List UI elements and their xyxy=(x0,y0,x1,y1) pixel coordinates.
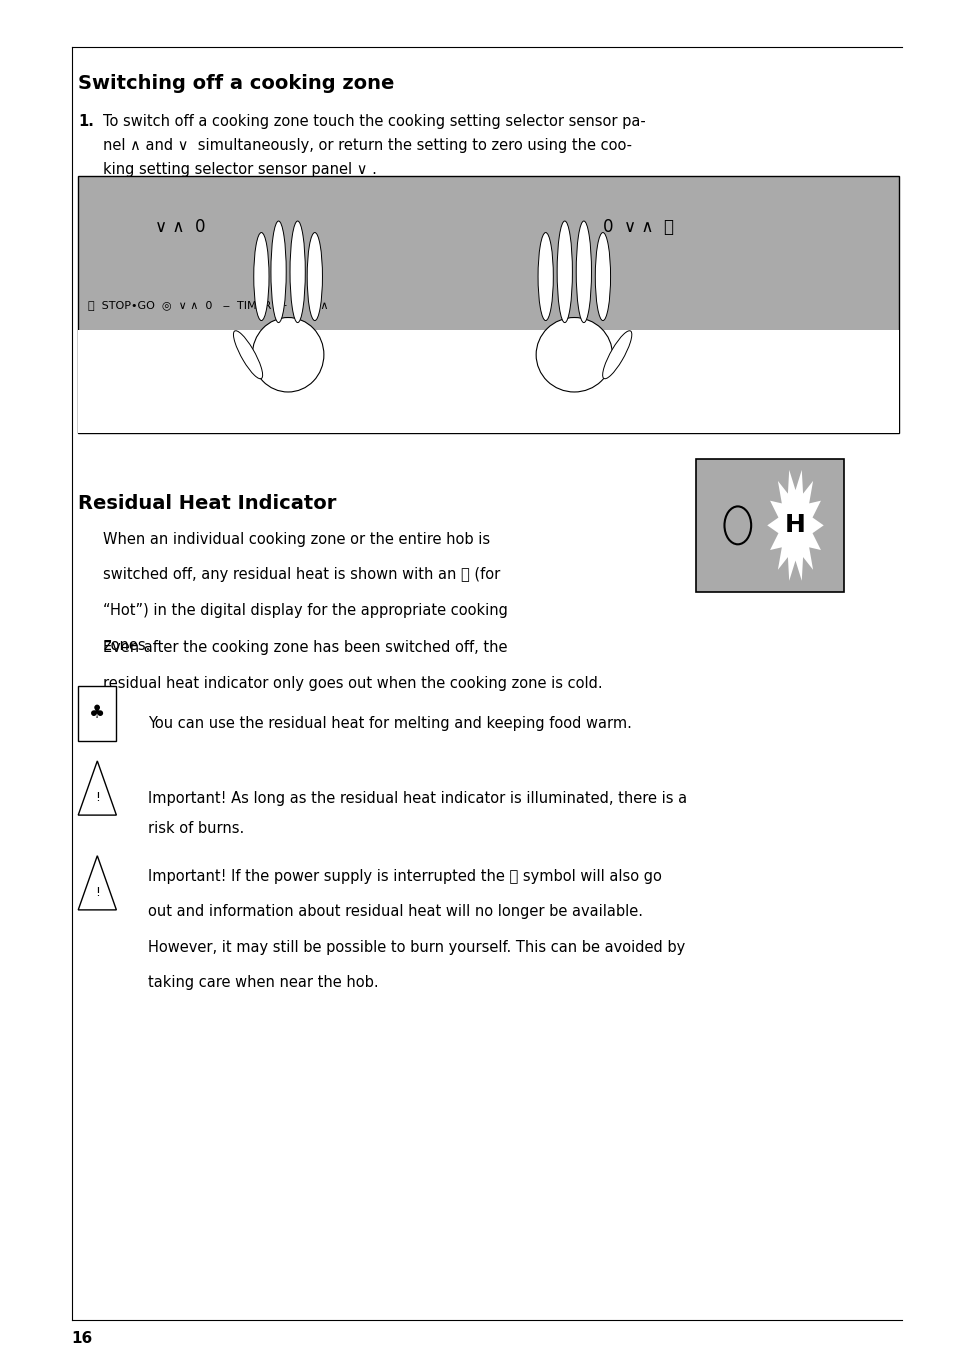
Text: ♣: ♣ xyxy=(90,704,105,723)
Text: Important! If the power supply is interrupted the Ⓗ symbol will also go: Important! If the power supply is interr… xyxy=(148,869,661,884)
Text: king setting selector sensor panel ∨ .: king setting selector sensor panel ∨ . xyxy=(103,162,376,177)
Text: You can use the residual heat for melting and keeping food warm.: You can use the residual heat for meltin… xyxy=(148,715,631,731)
Text: nel ∧ and ∨  simultaneously, or return the setting to zero using the coo-: nel ∧ and ∨ simultaneously, or return th… xyxy=(103,138,632,153)
Bar xyxy=(696,459,843,592)
Bar xyxy=(78,176,898,433)
Ellipse shape xyxy=(253,233,269,321)
Polygon shape xyxy=(78,761,116,815)
Text: “Hot”) in the digital display for the appropriate cooking: “Hot”) in the digital display for the ap… xyxy=(103,603,507,617)
Text: 1.: 1. xyxy=(78,114,94,129)
Ellipse shape xyxy=(557,221,572,322)
Polygon shape xyxy=(78,856,116,910)
Text: When an individual cooking zone or the entire hob is: When an individual cooking zone or the e… xyxy=(103,532,490,547)
Text: 16: 16 xyxy=(71,1331,92,1346)
Text: risk of burns.: risk of burns. xyxy=(148,821,244,835)
Text: !: ! xyxy=(94,791,100,804)
Polygon shape xyxy=(766,470,822,581)
Text: switched off, any residual heat is shown with an Ⓗ (for: switched off, any residual heat is shown… xyxy=(103,567,499,582)
Bar xyxy=(78,330,898,433)
Bar xyxy=(78,686,116,741)
Text: Switching off a cooking zone: Switching off a cooking zone xyxy=(78,74,395,93)
Text: 0  ∨ ∧  Ⓞ: 0 ∨ ∧ Ⓞ xyxy=(602,218,673,237)
Ellipse shape xyxy=(233,330,262,379)
Ellipse shape xyxy=(271,221,286,322)
Text: taking care when near the hob.: taking care when near the hob. xyxy=(148,975,378,990)
Ellipse shape xyxy=(602,330,631,379)
Text: Residual Heat Indicator: Residual Heat Indicator xyxy=(78,494,336,513)
Text: Important! As long as the residual heat indicator is illuminated, there is a: Important! As long as the residual heat … xyxy=(148,791,686,806)
Text: ⓘ  STOP•GO  ◎  ∨ ∧  0   ‒  TIMER  +  0  ∨ ∧: ⓘ STOP•GO ◎ ∨ ∧ 0 ‒ TIMER + 0 ∨ ∧ xyxy=(88,299,328,310)
Ellipse shape xyxy=(537,233,553,321)
Ellipse shape xyxy=(595,233,610,321)
Text: zones.: zones. xyxy=(103,638,151,653)
Ellipse shape xyxy=(307,233,322,321)
Ellipse shape xyxy=(290,221,305,322)
Text: out and information about residual heat will no longer be available.: out and information about residual heat … xyxy=(148,904,642,919)
Text: H: H xyxy=(784,513,805,538)
Text: ∨ ∧  0: ∨ ∧ 0 xyxy=(154,218,205,237)
Text: To switch off a cooking zone touch the cooking setting selector sensor pa-: To switch off a cooking zone touch the c… xyxy=(103,114,645,129)
Text: !: ! xyxy=(94,886,100,899)
Ellipse shape xyxy=(536,317,612,391)
Text: Even after the cooking zone has been switched off, the: Even after the cooking zone has been swi… xyxy=(103,640,507,655)
Ellipse shape xyxy=(576,221,591,322)
Ellipse shape xyxy=(252,317,323,391)
Text: residual heat indicator only goes out when the cooking zone is cold.: residual heat indicator only goes out wh… xyxy=(103,676,602,691)
Text: However, it may still be possible to burn yourself. This can be avoided by: However, it may still be possible to bur… xyxy=(148,940,684,955)
